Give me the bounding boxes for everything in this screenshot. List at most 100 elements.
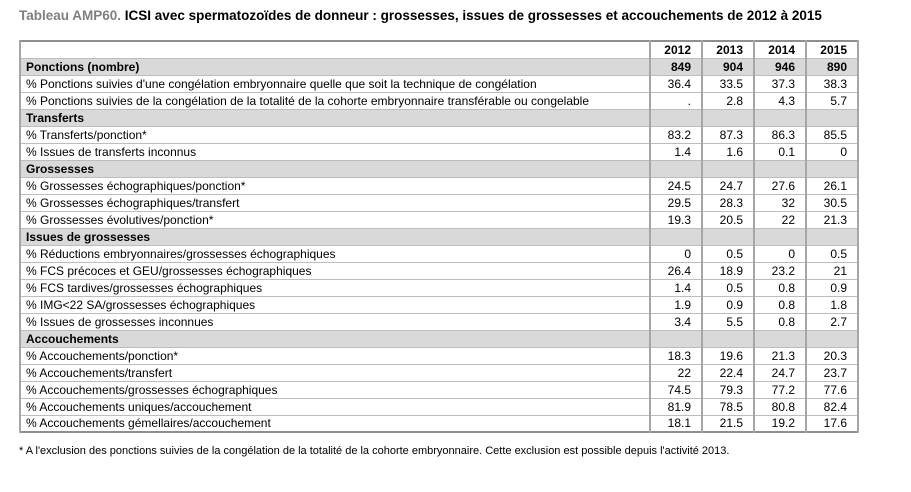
row-label: % FCS précoces et GEU/grossesses échogra… xyxy=(19,261,651,280)
row-value xyxy=(701,159,755,178)
row-value: 87.3 xyxy=(701,125,755,144)
row-value: 18.9 xyxy=(701,261,755,280)
row-value xyxy=(753,227,807,246)
year-header-2012: 2012 xyxy=(649,40,703,59)
row-value: 85.5 xyxy=(805,125,859,144)
section-row: Accouchements xyxy=(19,329,859,348)
row-value: 1.8 xyxy=(805,295,859,314)
table-row: % Issues de transferts inconnus 1.4 1.6 0.1… xyxy=(19,142,859,161)
row-value: 77.6 xyxy=(805,380,859,399)
row-value: 0.8 xyxy=(753,295,807,314)
row-value: 23.7 xyxy=(805,363,859,382)
table-row: % Grossesses évolutives/ponction* 19.3 20.… xyxy=(19,210,859,229)
row-value: 18.3 xyxy=(649,346,703,365)
section-row: Issues de grossesses xyxy=(19,227,859,246)
table-row: % FCS tardives/grossesses échographiques… xyxy=(19,278,859,297)
table-title-prefix: Tableau AMP60. xyxy=(19,8,122,23)
row-value: 1.4 xyxy=(649,142,703,161)
row-label: % Grossesses échographiques/ponction* xyxy=(19,176,651,195)
row-value: 21 xyxy=(805,261,859,280)
table-row: % Accouchements gémellaires/accouchement… xyxy=(19,414,859,433)
table-row: % Accouchements/transfert 22 22.4 24.7 23.7 xyxy=(19,363,859,382)
row-value xyxy=(701,329,755,348)
year-header-2014: 2014 xyxy=(753,40,807,59)
row-value: 79.3 xyxy=(701,380,755,399)
row-label: % Ponctions suivies de la congélation de… xyxy=(19,91,651,110)
row-label: % Accouchements/transfert xyxy=(19,363,651,382)
row-value xyxy=(649,159,703,178)
row-value: 2.7 xyxy=(805,312,859,331)
table-header-row: 2012 2013 2014 2015 xyxy=(19,40,859,59)
year-header-2015: 2015 xyxy=(805,40,859,59)
row-value: 24.7 xyxy=(753,363,807,382)
year-header-2013: 2013 xyxy=(701,40,755,59)
row-value xyxy=(701,108,755,127)
row-value xyxy=(805,329,859,348)
row-label: % Ponctions suivies d'une congélation em… xyxy=(19,74,651,93)
row-value: 946 xyxy=(753,57,807,76)
row-label: Grossesses xyxy=(19,159,651,178)
row-value: 21.5 xyxy=(701,414,755,433)
row-value: 22 xyxy=(753,210,807,229)
row-value: 0.8 xyxy=(753,278,807,297)
row-label: % Grossesses échographiques/transfert xyxy=(19,193,651,212)
table-row: % Réductions embryonnaires/grossesses éc… xyxy=(19,244,859,263)
row-value: 1.4 xyxy=(649,278,703,297)
row-value: 86.3 xyxy=(753,125,807,144)
section-row: Grossesses xyxy=(19,159,859,178)
row-label: % Réductions embryonnaires/grossesses éc… xyxy=(19,244,651,263)
row-value: 30.5 xyxy=(805,193,859,212)
row-value xyxy=(649,108,703,127)
row-value: 0.9 xyxy=(805,278,859,297)
row-value xyxy=(805,227,859,246)
row-value: 32 xyxy=(753,193,807,212)
row-value: 0.5 xyxy=(701,244,755,263)
table-row: % Ponctions suivies d'une congélation em… xyxy=(19,74,859,93)
row-value: 1.6 xyxy=(701,142,755,161)
row-value: 28.3 xyxy=(701,193,755,212)
row-value: 19.3 xyxy=(649,210,703,229)
row-value: 0 xyxy=(649,244,703,263)
row-value: 19.6 xyxy=(701,346,755,365)
table-row: % Accouchements uniques/accouchement 81.9… xyxy=(19,397,859,416)
row-value: 78.5 xyxy=(701,397,755,416)
table-row: % Transferts/ponction* 83.2 87.3 86.3 85.5 xyxy=(19,125,859,144)
row-value xyxy=(753,329,807,348)
row-value: 83.2 xyxy=(649,125,703,144)
row-value xyxy=(805,108,859,127)
row-value: 74.5 xyxy=(649,380,703,399)
row-value: 904 xyxy=(701,57,755,76)
row-value: 0 xyxy=(805,142,859,161)
row-label: Accouchements xyxy=(19,329,651,348)
section-row: Ponctions (nombre) 849 904 946 890 xyxy=(19,57,859,76)
row-value: 20.3 xyxy=(805,346,859,365)
row-value: 24.5 xyxy=(649,176,703,195)
row-label: % Grossesses évolutives/ponction* xyxy=(19,210,651,229)
row-label: Ponctions (nombre) xyxy=(19,57,651,76)
row-value: 21.3 xyxy=(805,210,859,229)
row-value: 0.8 xyxy=(753,312,807,331)
row-value: 77.2 xyxy=(753,380,807,399)
row-label: Transferts xyxy=(19,108,651,127)
row-value: 80.8 xyxy=(753,397,807,416)
row-value: 4.3 xyxy=(753,91,807,110)
row-value: 19.2 xyxy=(753,414,807,433)
table-title-text: ICSI avec spermatozoïdes de donneur : gr… xyxy=(124,8,822,23)
row-value: 37.3 xyxy=(753,74,807,93)
row-value: 36.4 xyxy=(649,74,703,93)
row-value xyxy=(649,329,703,348)
row-value: 22.4 xyxy=(701,363,755,382)
row-value: 81.9 xyxy=(649,397,703,416)
section-row: Transferts xyxy=(19,108,859,127)
row-value: 17.6 xyxy=(805,414,859,433)
row-value: 5.5 xyxy=(701,312,755,331)
amp60-table: 2012 2013 2014 2015 Ponctions (nombre) 849 90… xyxy=(19,40,859,433)
row-value: 3.4 xyxy=(649,312,703,331)
row-value: 0.5 xyxy=(701,278,755,297)
row-label: % Transferts/ponction* xyxy=(19,125,651,144)
row-value xyxy=(753,159,807,178)
table-title: Tableau AMP60. ICSI avec spermatozoïdes … xyxy=(19,8,911,24)
row-label: % Issues de grossesses inconnues xyxy=(19,312,651,331)
row-value: 2.8 xyxy=(701,91,755,110)
header-empty-cell xyxy=(19,40,651,59)
